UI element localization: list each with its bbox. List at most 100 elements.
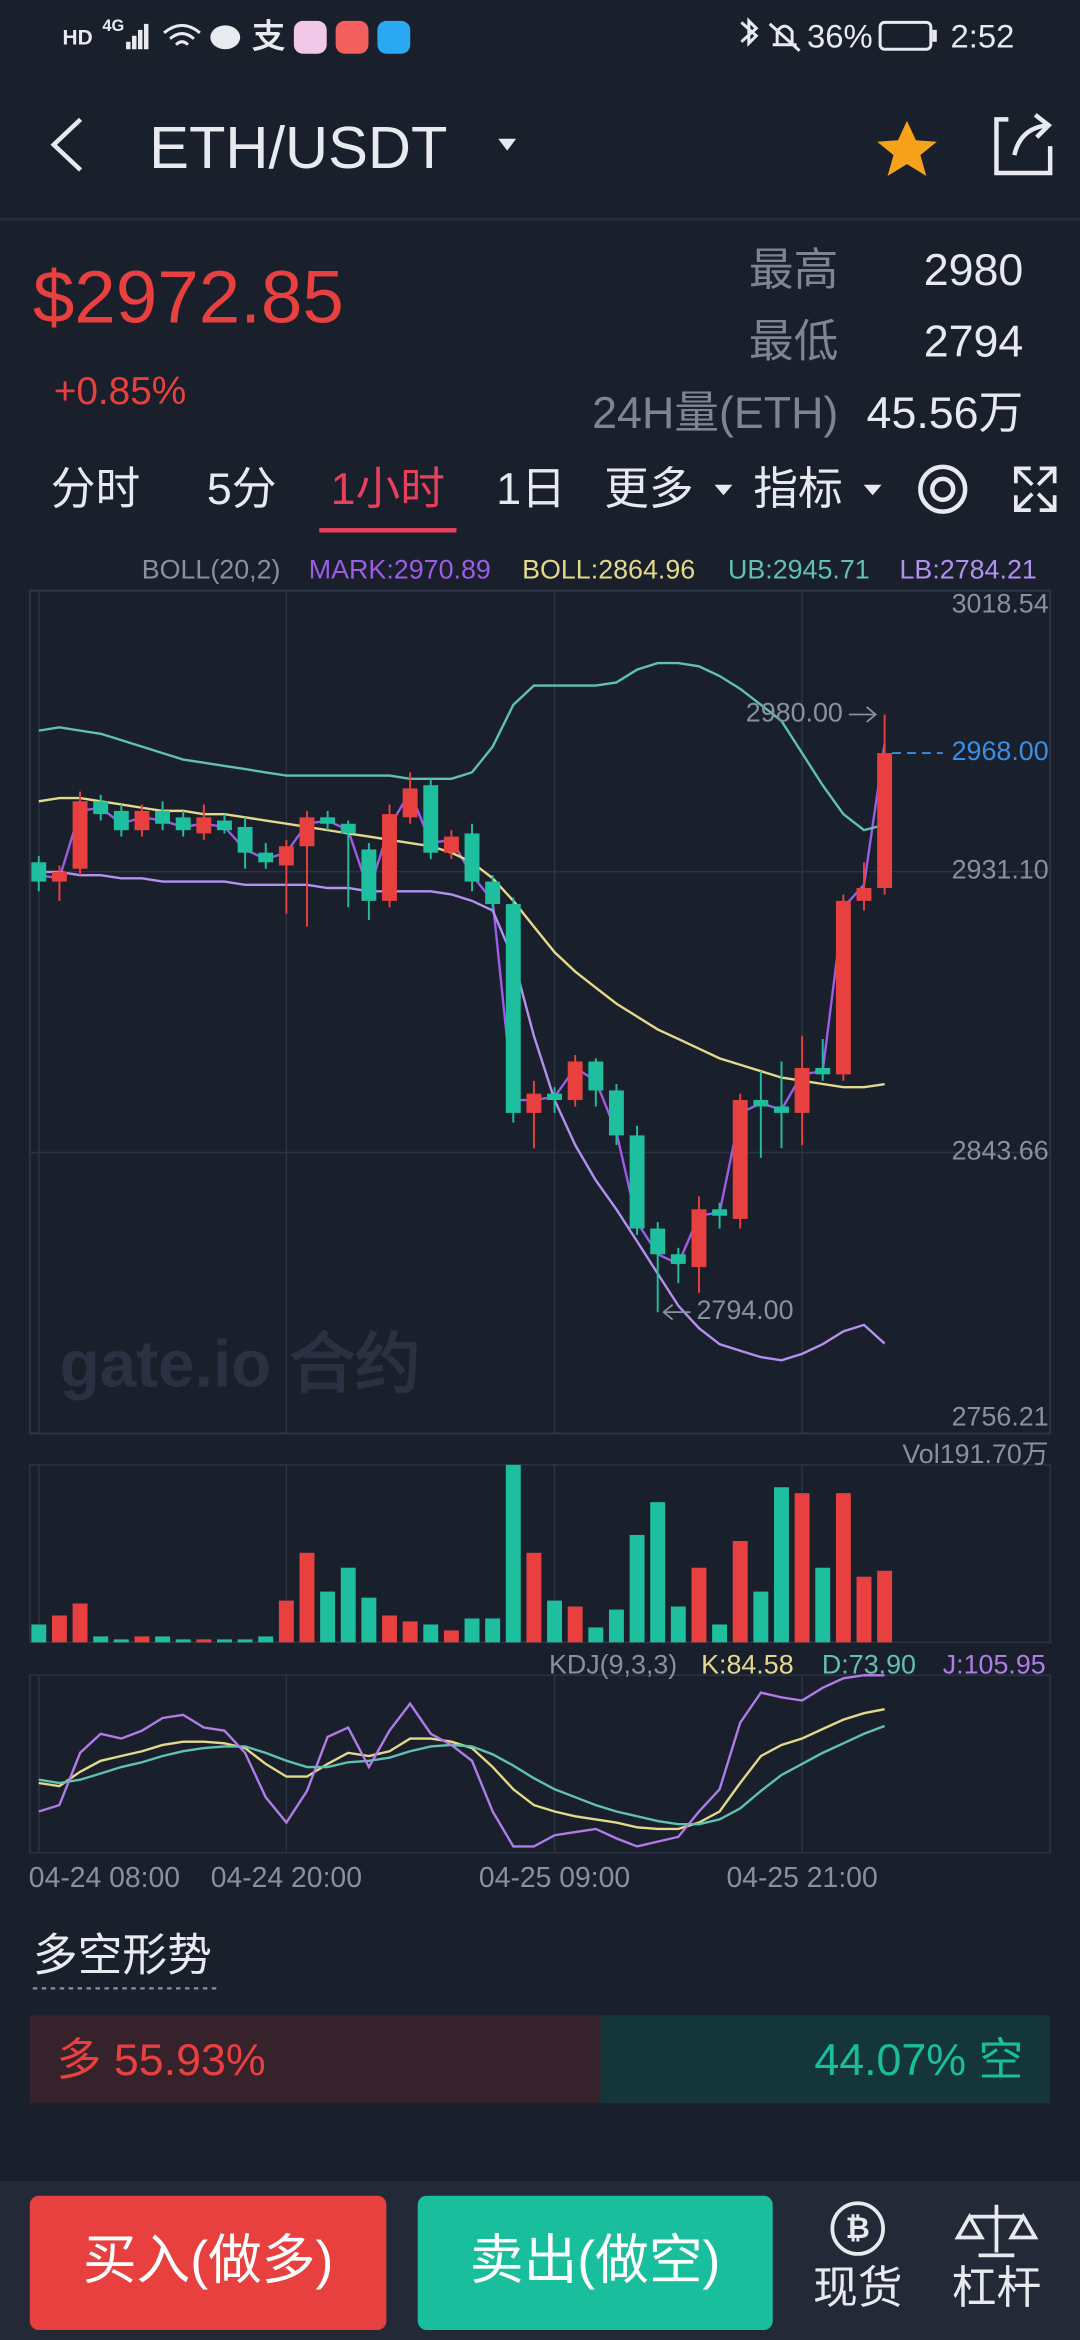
kdj-label-mask <box>537 1652 1051 1674</box>
indicator-legend: MARK:2970.89 <box>309 554 491 584</box>
candle-body <box>278 846 294 866</box>
candle-body <box>196 817 212 834</box>
pair-dropdown[interactable] <box>498 138 517 151</box>
x-tick-label: 04-25 21:00 <box>726 1862 877 1894</box>
timeframe-tab[interactable]: 分时 <box>51 464 141 514</box>
buy-button[interactable] <box>29 2195 387 2331</box>
sell-label[interactable]: 卖出(做空) <box>470 2231 721 2291</box>
candle-body <box>547 1093 563 1101</box>
arrow-head <box>866 706 878 723</box>
stat-value: 2794 <box>924 316 1024 366</box>
volume-bar <box>547 1600 563 1643</box>
candle-body <box>464 833 480 882</box>
timeframe-tab[interactable]: 更多 <box>604 464 694 514</box>
volume-bar <box>217 1639 232 1643</box>
y-tick-label: 3018.54 <box>952 589 1049 619</box>
share-button[interactable] <box>994 113 1053 176</box>
volume-bar <box>278 1600 294 1643</box>
candle-body <box>691 1209 707 1268</box>
volume-bar <box>588 1627 604 1643</box>
kdj-line <box>38 1724 885 1826</box>
x-tick-label: 04-24 20:00 <box>211 1862 362 1894</box>
spot-icon[interactable] <box>830 2201 885 2256</box>
indicator-label: BOLL(20,2) <box>142 554 281 584</box>
candle-body <box>877 753 893 889</box>
volume-bar <box>670 1606 686 1643</box>
short-share <box>600 2015 1051 2104</box>
candle-body <box>402 788 418 818</box>
candle-body <box>815 1067 831 1075</box>
volume-bar <box>382 1615 397 1643</box>
candle-body <box>650 1228 666 1255</box>
indicator-legend: UB:2945.71 <box>728 554 870 584</box>
annotation-label: 2794.00 <box>696 1295 793 1325</box>
pair-title[interactable]: ETH/USDT <box>149 114 447 181</box>
volume-bar <box>794 1493 810 1643</box>
volume-bar <box>774 1487 789 1643</box>
volume-bar <box>753 1591 769 1643</box>
favorite-star[interactable] <box>877 120 937 177</box>
volume-bar <box>464 1618 480 1643</box>
clock: 2:52 <box>951 17 1015 54</box>
indicator-legend: BOLL:2864.96 <box>522 554 695 584</box>
fullscreen-button[interactable] <box>1013 466 1057 513</box>
candle-body <box>113 810 129 831</box>
long-label: 多 55.93% <box>57 2035 266 2085</box>
candle-body <box>299 817 315 847</box>
volume-bar <box>237 1639 253 1643</box>
candle-body <box>774 1106 789 1113</box>
indicator-line <box>38 796 885 1089</box>
status-badge: 支 <box>252 17 285 54</box>
y-tick-label: 2756.21 <box>952 1402 1049 1432</box>
volume-bar <box>340 1567 356 1643</box>
buy-label[interactable]: 买入(做多) <box>83 2231 334 2291</box>
candle-body <box>175 817 191 831</box>
candle-body <box>485 881 501 905</box>
timeframe-tab[interactable]: 5分 <box>207 464 277 514</box>
margin-label[interactable]: 杠杆 <box>952 2263 1042 2313</box>
status-badge: 4G <box>102 17 124 35</box>
volume-bar <box>155 1636 171 1643</box>
volume-bar <box>258 1636 274 1643</box>
last-price-label: 2968.00 <box>952 736 1049 766</box>
arrow-head <box>662 1303 674 1321</box>
candle-body <box>217 820 232 831</box>
tab-dropdown[interactable] <box>863 484 882 496</box>
stat-value: 45.56万 <box>867 388 1024 438</box>
volume-bar <box>423 1624 439 1643</box>
margin-icon[interactable] <box>954 2204 1039 2258</box>
tab-dropdown[interactable] <box>714 484 733 496</box>
volume-bar <box>712 1624 728 1643</box>
candle-body <box>340 823 356 834</box>
volume-bar <box>31 1624 47 1643</box>
candle-body <box>320 817 336 824</box>
stat-label: 最高 <box>749 245 838 295</box>
indicator-line <box>38 870 886 1362</box>
candle-body <box>361 849 377 901</box>
timeframe-tab[interactable]: 1小时 <box>331 464 445 514</box>
volume-bar <box>113 1639 129 1643</box>
volume-bar <box>485 1618 501 1643</box>
volume-bar <box>567 1606 583 1643</box>
spot-label[interactable]: 现货 <box>813 2263 903 2313</box>
candle-body <box>794 1067 810 1113</box>
candle-body <box>856 888 872 901</box>
kdj-label: KDJ(9,3,3) <box>549 1649 677 1679</box>
volume-bar <box>856 1576 872 1643</box>
back-button[interactable] <box>50 117 83 172</box>
sell-button[interactable] <box>417 2195 773 2331</box>
candle-body <box>258 852 274 863</box>
candle-body <box>629 1135 645 1229</box>
price-change: +0.85% <box>54 370 187 413</box>
timeframe-tab[interactable]: 1日 <box>496 464 566 514</box>
candle-body <box>505 904 521 1113</box>
kdj-panel <box>29 1674 1051 1854</box>
settings-button[interactable] <box>918 464 968 514</box>
candle-body <box>31 862 47 882</box>
candle-body <box>155 810 171 824</box>
status-icons <box>126 17 937 54</box>
timeframe-tab[interactable]: 指标 <box>753 464 843 514</box>
long-short-title: 多空形势 <box>33 1930 212 1980</box>
kdj-line <box>38 1673 885 1848</box>
long-share <box>29 2015 601 2104</box>
